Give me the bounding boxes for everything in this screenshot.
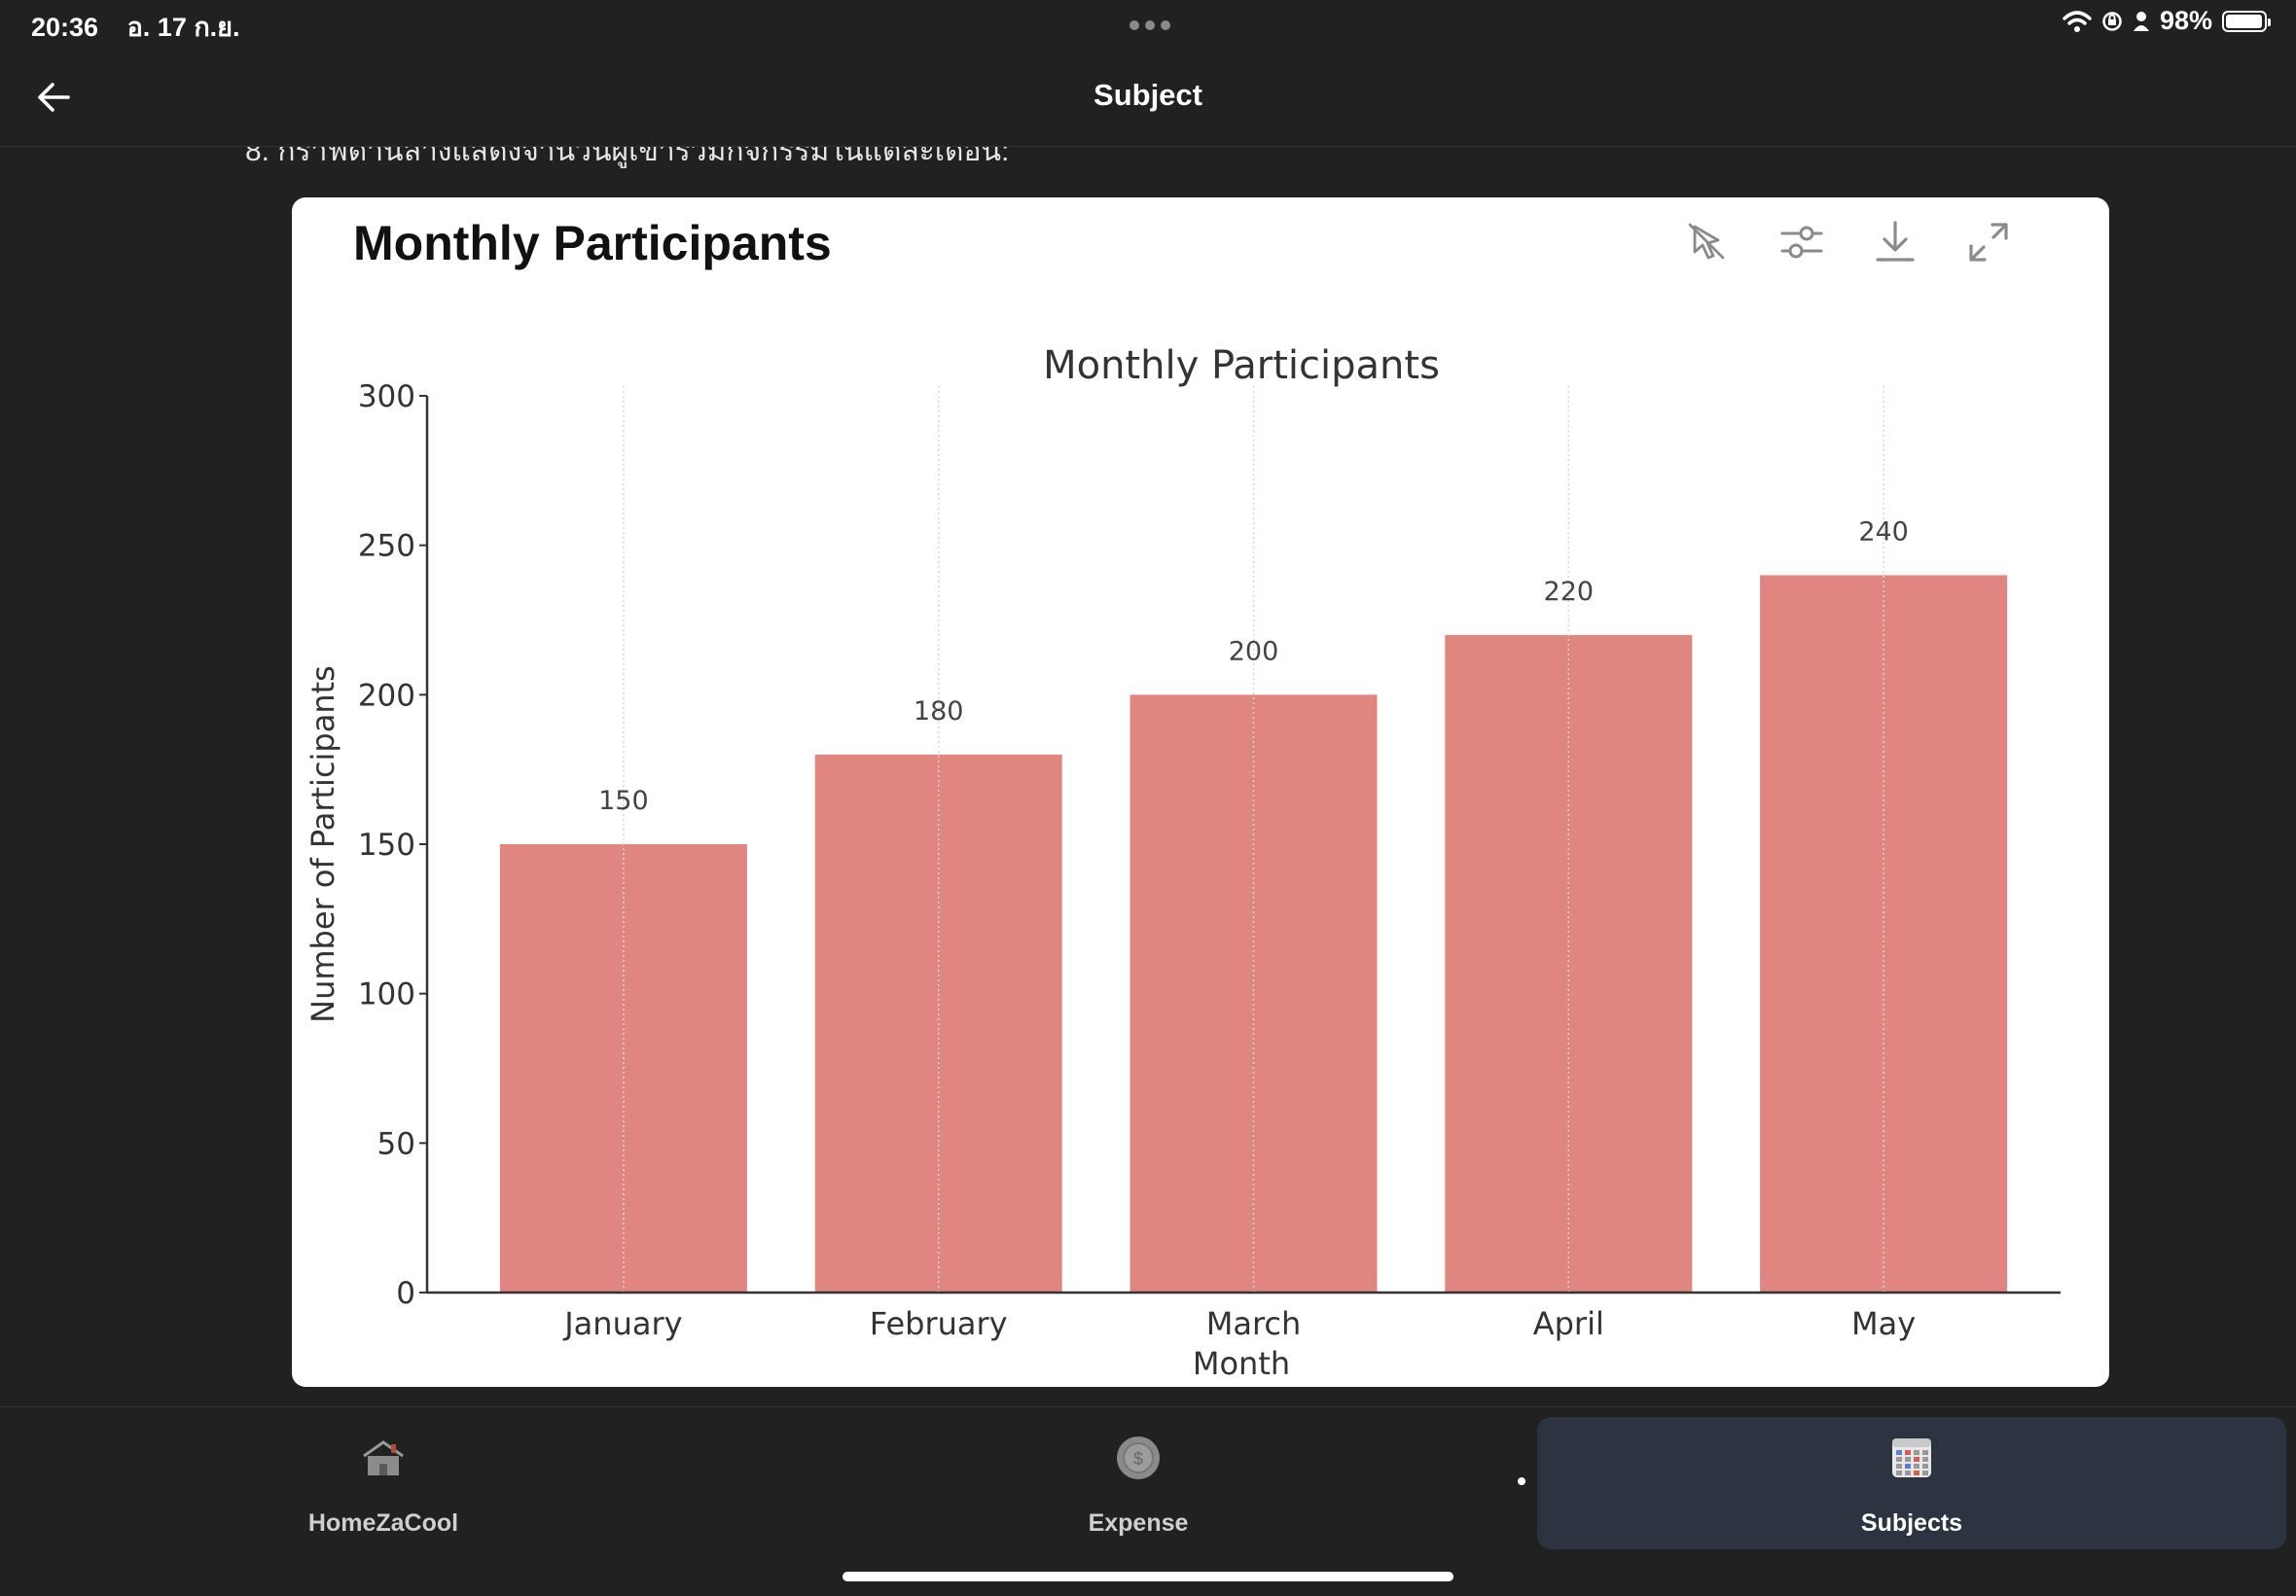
data-label: 240 [1858, 516, 1909, 547]
data-label: 220 [1544, 577, 1595, 607]
bar-april [1445, 634, 1693, 1293]
y-tick-label: 200 [358, 678, 415, 713]
x-tick-label: February [870, 1305, 1008, 1342]
x-tick-label: March [1206, 1305, 1302, 1342]
nav-item-subjects[interactable]: Subjects [1537, 1417, 2286, 1549]
y-tick-label: 150 [358, 828, 415, 863]
home-indicator[interactable] [843, 1572, 1453, 1581]
expand-icon[interactable] [1961, 215, 2016, 269]
y-tick-label: 0 [396, 1276, 415, 1311]
y-axis-label: Number of Participants [305, 665, 341, 1023]
nav-label: Subjects [1860, 1509, 1963, 1537]
coin-icon: $ [1117, 1436, 1160, 1479]
person-icon [2133, 11, 2149, 31]
svg-text:$: $ [1133, 1449, 1143, 1469]
explain-cursor-icon[interactable] [1679, 215, 1734, 269]
data-label: 180 [914, 696, 964, 727]
y-tick-label: 250 [358, 529, 415, 564]
x-axis-label: Month [1193, 1345, 1290, 1382]
bar-chart: Monthly Participants 150 180 200 220 240 0 50 10… [305, 343, 2061, 1382]
chart-title: Monthly Participants [1043, 343, 1440, 388]
y-tick-label: 50 [377, 1126, 415, 1161]
card-title: Monthly Participants [353, 216, 832, 270]
status-date: อ. 17 ก.ย. [126, 13, 240, 42]
status-bar: 20:36 อ. 17 ก.ย. 98% [0, 0, 2296, 49]
page-title: Subject [1094, 78, 1202, 112]
nav-item-homezacool[interactable]: HomeZaCool [261, 1417, 506, 1549]
multitasking-dots[interactable] [1127, 18, 1173, 35]
battery-percent: 98% [2159, 6, 2212, 35]
bottom-nav: HomeZaCool $ Expense Subjects [0, 1406, 2296, 1596]
bar-march [1130, 694, 1378, 1293]
x-tick-label: May [1851, 1305, 1916, 1342]
sliders-icon[interactable] [1775, 215, 1829, 269]
calendar-grid-icon [1892, 1438, 1931, 1477]
y-tick-label: 300 [358, 379, 415, 414]
data-label: 200 [1229, 636, 1279, 666]
wifi-icon [2063, 10, 2092, 32]
nav-label: Expense [1088, 1509, 1189, 1537]
nav-label: HomeZaCool [307, 1509, 459, 1537]
status-time: 20:36 [31, 13, 99, 42]
app-header: Subject [0, 49, 2296, 147]
y-tick-label: 100 [358, 977, 415, 1012]
back-arrow-icon[interactable] [27, 70, 82, 124]
data-label: 150 [598, 786, 649, 816]
orientation-lock-icon [2102, 11, 2122, 31]
chart-card: Monthly Participants Monthly Participant… [292, 197, 2109, 1387]
bar-may [1760, 575, 2008, 1293]
indicator-dot [1518, 1477, 1525, 1485]
nav-item-expense[interactable]: $ Expense [1012, 1417, 1265, 1549]
house-icon [363, 1440, 404, 1475]
x-tick-label: January [562, 1305, 682, 1342]
download-icon[interactable] [1868, 215, 1922, 269]
x-tick-label: April [1533, 1305, 1604, 1342]
battery-icon [2222, 10, 2271, 32]
